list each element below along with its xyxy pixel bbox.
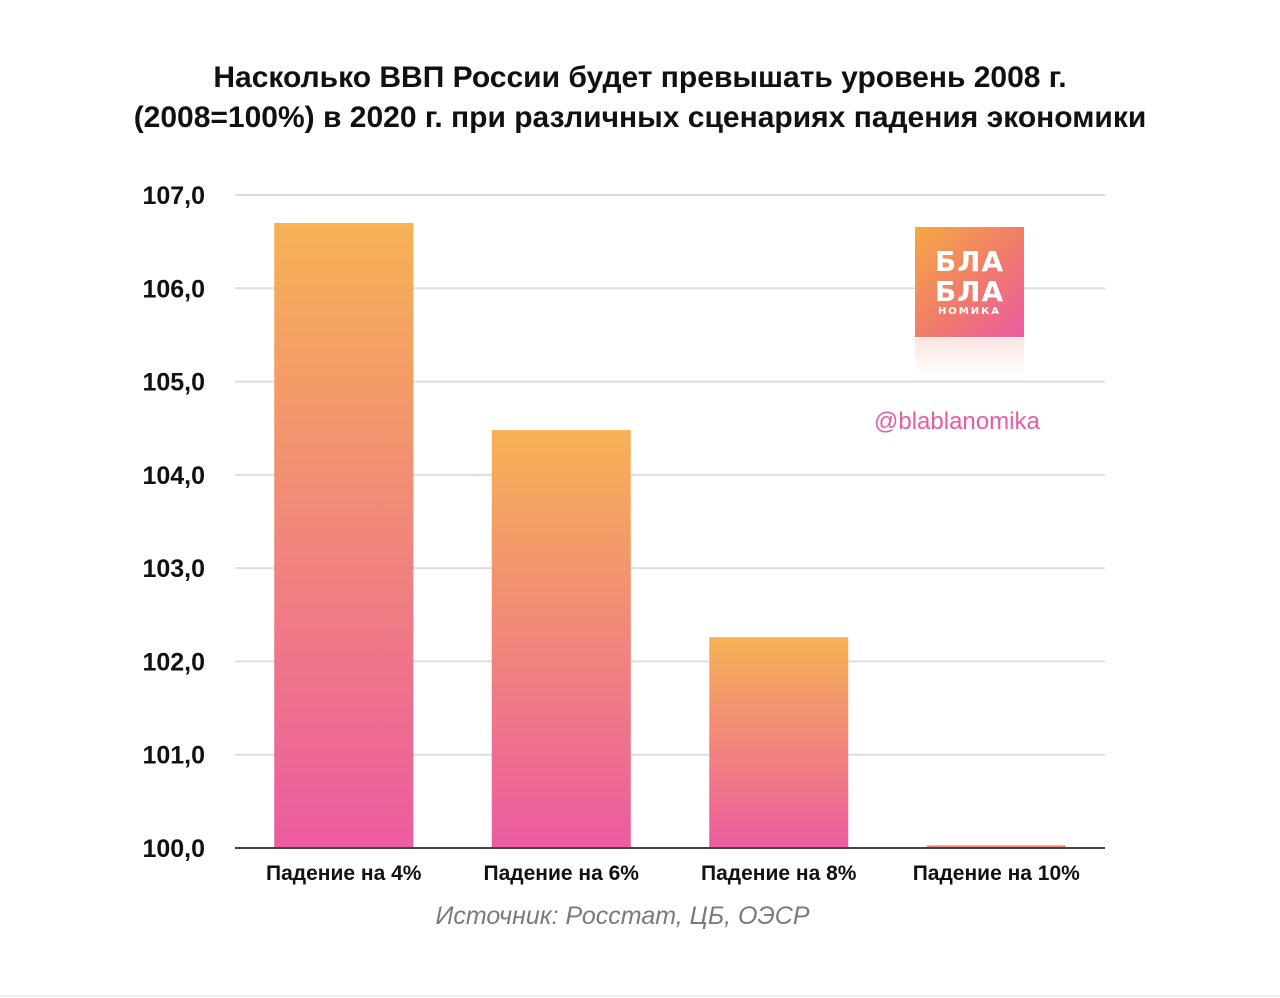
x-category-label: Падение на 6% <box>484 862 640 885</box>
axes: 100,0 101,0 102,0 103,0 104,0 105,0 106,0 107,0… <box>142 182 1105 885</box>
y-tick-label: 107,0 <box>142 182 205 210</box>
y-tick-label: 100,0 <box>142 835 205 863</box>
logo-text-line-2: БЛА <box>934 275 1005 308</box>
bars <box>274 222 1066 848</box>
chart-title-line-2: (2008=100%) в 2020 г. при различных сцен… <box>133 101 1147 134</box>
blablanomika-logo: БЛА БЛА НОМИКА <box>915 227 1024 337</box>
y-tick-label: 106,0 <box>142 275 205 303</box>
y-tick-label: 102,0 <box>142 648 205 676</box>
logo-text-line-1: БЛА <box>934 245 1005 278</box>
y-tick-label: 103,0 <box>142 555 205 583</box>
x-category-label: Падение на 4% <box>266 862 422 885</box>
divider <box>0 995 1280 997</box>
bar <box>274 222 414 848</box>
chart-title-line-1: Насколько ВВП России будет превышать уро… <box>213 61 1067 94</box>
y-tick-label: 101,0 <box>142 742 205 770</box>
bar <box>491 430 631 848</box>
bar <box>926 845 1066 848</box>
logo-reflection <box>915 338 1024 378</box>
y-tick-label: 104,0 <box>142 462 205 490</box>
y-tick-label: 105,0 <box>142 369 205 397</box>
bar <box>709 637 849 848</box>
x-category-label: Падение на 10% <box>913 862 1080 885</box>
x-category-label: Падение на 8% <box>701 862 857 885</box>
logo-text-line-3: НОМИКА <box>937 306 1002 317</box>
source-note: Источник: Росстат, ЦБ, ОЭСР <box>435 902 810 930</box>
chart-title: Насколько ВВП России будет превышать уро… <box>0 58 1280 138</box>
social-handle: @blablanomika <box>874 408 1040 435</box>
